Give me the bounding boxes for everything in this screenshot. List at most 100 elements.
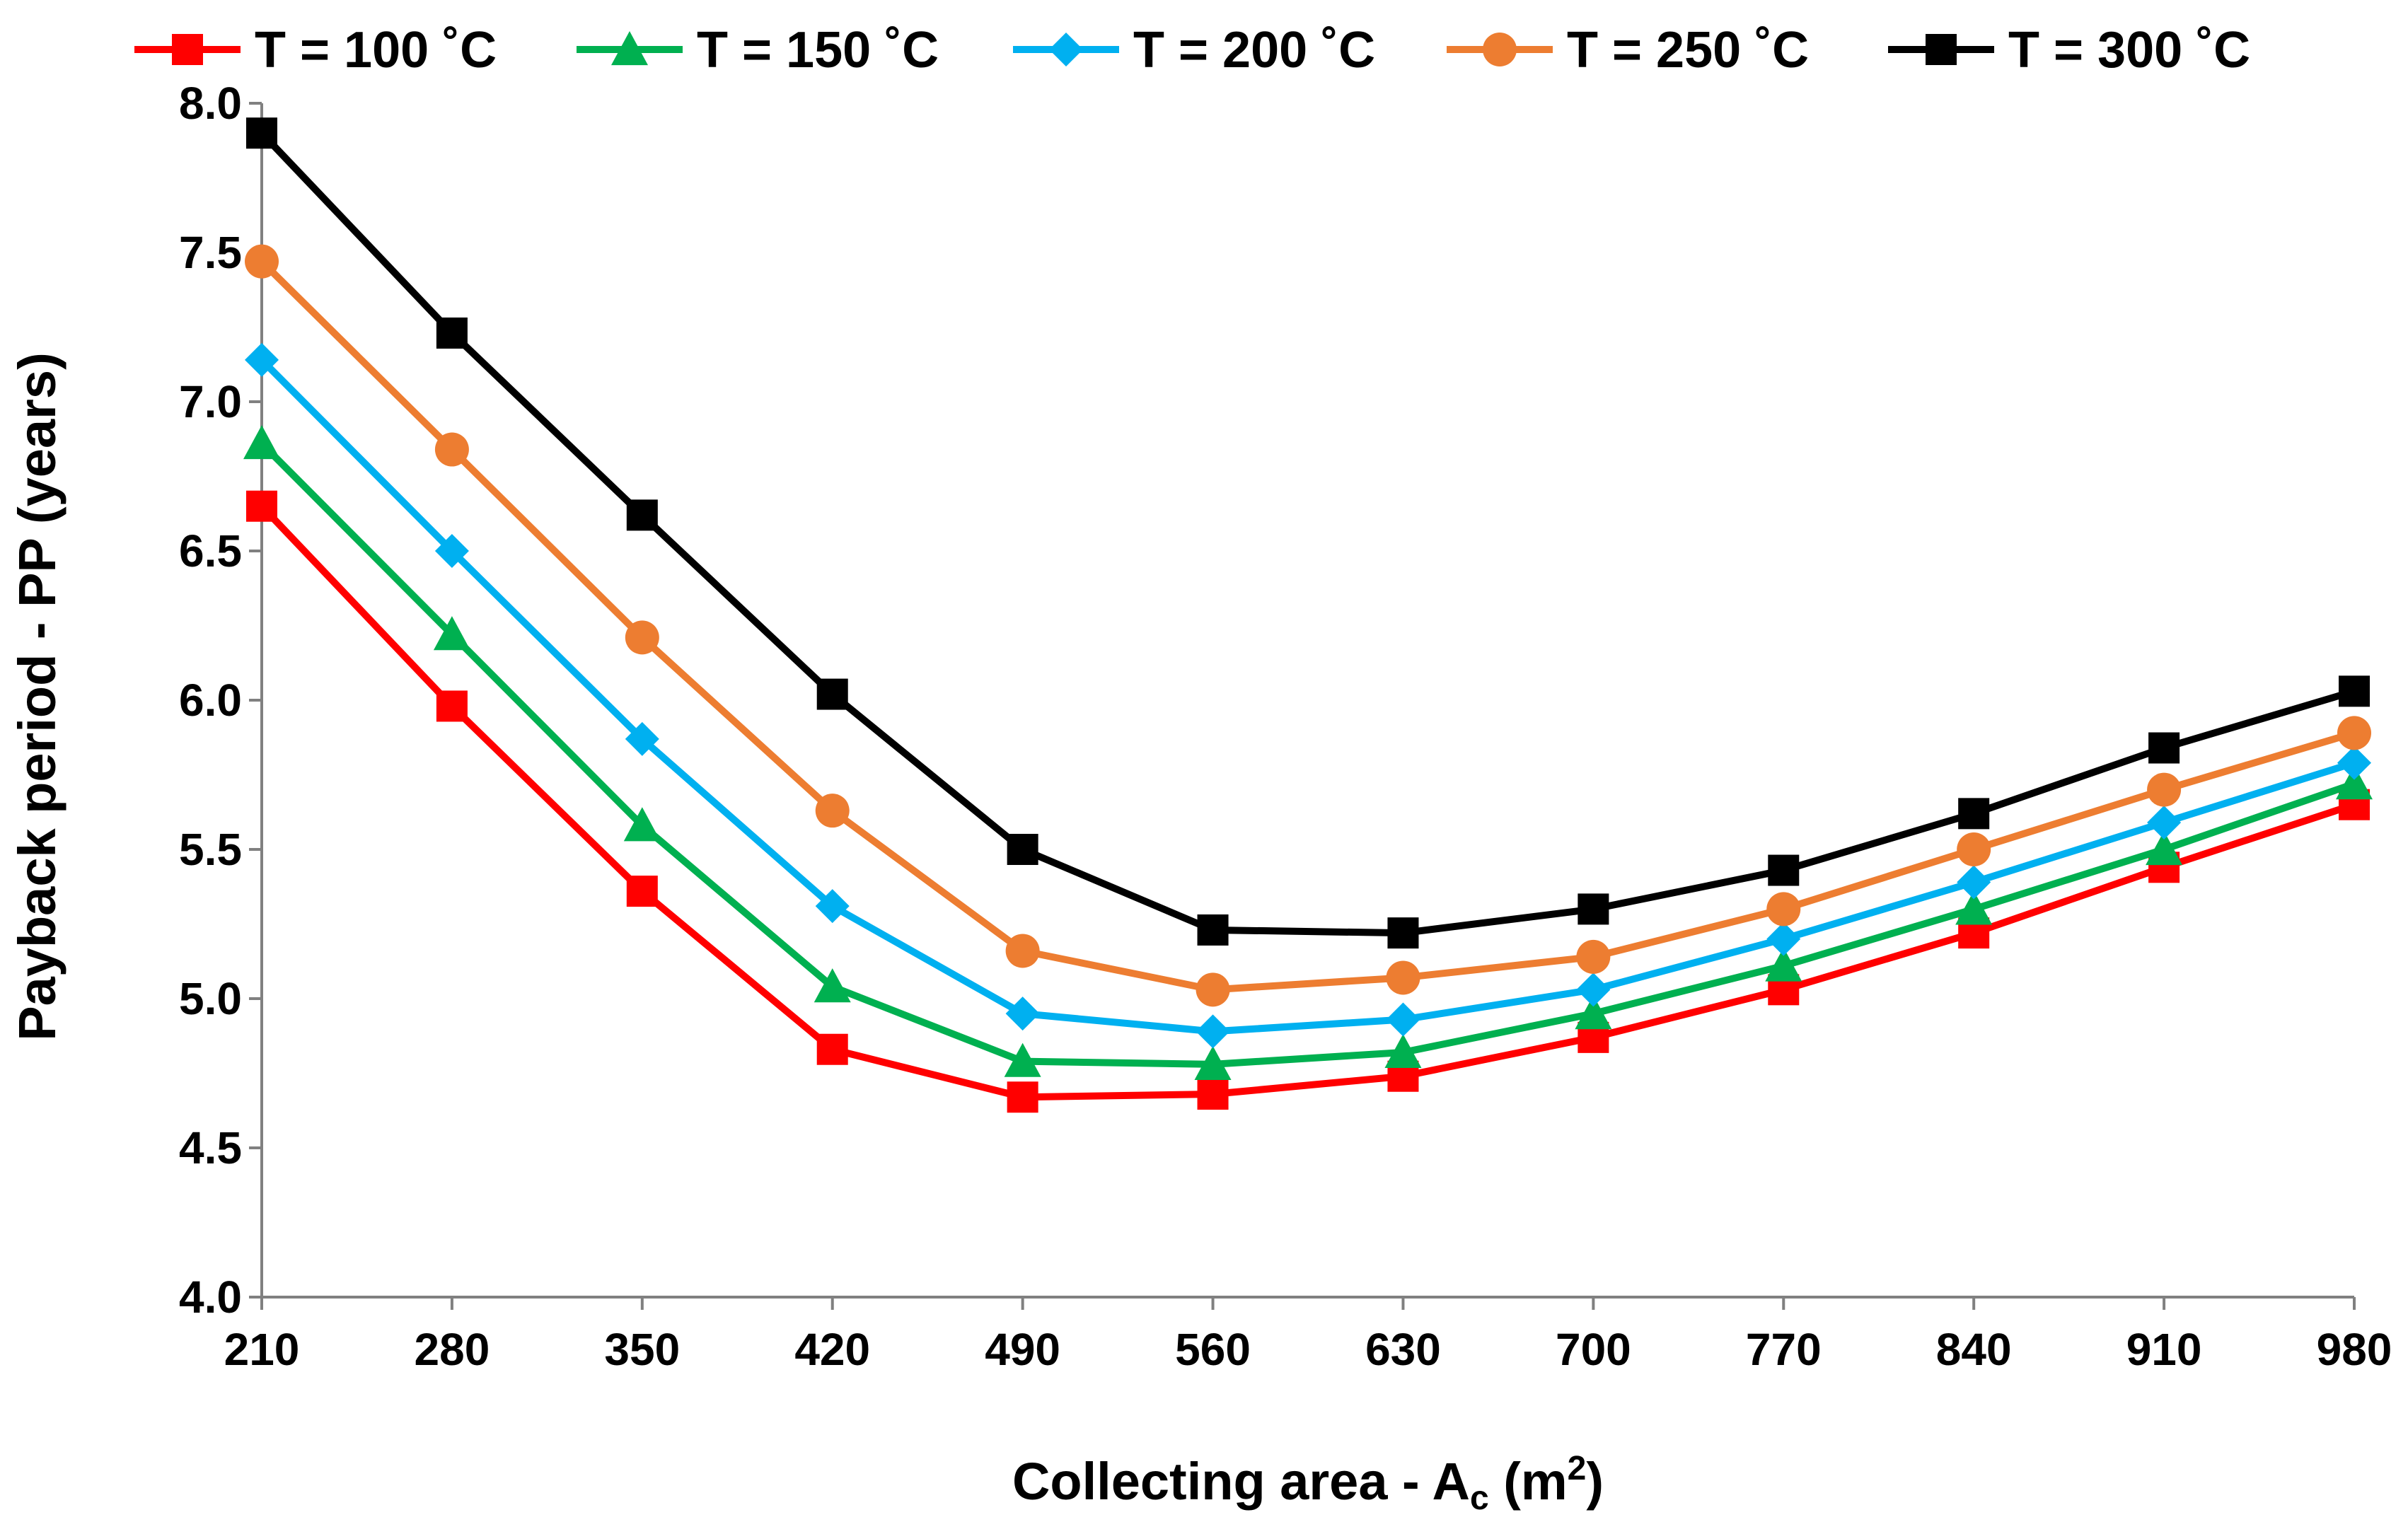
data-point [2146, 831, 2183, 866]
y-tick-label: 4.5 [179, 1122, 242, 1173]
data-point [816, 678, 848, 710]
x-axis-title: Collecting area - Ac (m2) [1012, 1450, 1604, 1517]
y-axis-ticks: 4.0 4.5 5.0 5.5 6.0 6.5 7.0 7.5 8.0 [179, 78, 262, 1323]
data-point [1575, 995, 1612, 1030]
y-tick-label: 5.0 [179, 973, 242, 1024]
series-3 [245, 342, 2371, 1049]
x-tick-label: 980 [2317, 1324, 2392, 1375]
data-point [814, 968, 851, 1003]
data-point [623, 807, 661, 842]
series-5 [246, 117, 2370, 949]
series-line [259, 130, 2356, 937]
legend-marker [611, 31, 648, 66]
data-point [1384, 1033, 1422, 1069]
data-point [1194, 1045, 1232, 1080]
data-point [815, 794, 850, 828]
x-tick-label: 770 [1746, 1324, 1822, 1375]
data-point [434, 534, 469, 568]
data-point [816, 1033, 848, 1065]
x-axis-title-unit-open: (m [1489, 1452, 1568, 1511]
legend-item: T = 300 ˚C [1888, 22, 2250, 79]
data-point [1007, 834, 1038, 865]
data-point [1957, 832, 1991, 866]
legend-marker [172, 34, 203, 65]
data-point [2147, 806, 2182, 840]
x-tick-label: 490 [985, 1324, 1060, 1375]
x-tick-label: 560 [1175, 1324, 1251, 1375]
data-point [1197, 1079, 1229, 1110]
x-tick-label: 700 [1556, 1324, 1631, 1375]
data-point [1007, 1081, 1038, 1113]
y-tick-label: 7.0 [179, 376, 242, 427]
data-point [1387, 917, 1419, 949]
legend-marker [1926, 34, 1957, 65]
data-point [1004, 1042, 1041, 1077]
y-tick-label: 6.5 [179, 525, 242, 576]
legend-label: T = 250 ˚C [1567, 22, 1809, 79]
x-tick-label: 420 [794, 1324, 870, 1375]
legend-label: T = 150 ˚C [697, 22, 939, 79]
legend-item: T = 150 ˚C [577, 22, 939, 79]
x-axis-title-superscript: 2 [1568, 1450, 1587, 1487]
y-tick-label: 7.5 [179, 227, 242, 278]
series-line [259, 504, 2356, 1101]
data-point [1766, 892, 1801, 926]
data-point [626, 499, 658, 531]
data-point [1957, 865, 1991, 900]
data-point [2337, 716, 2371, 750]
legend-label: T = 100 ˚C [255, 22, 497, 79]
legend-item: T = 100 ˚C [134, 22, 497, 79]
data-point [1196, 1014, 1230, 1049]
series-line [259, 357, 2356, 1035]
data-point [1576, 972, 1611, 1007]
data-point [436, 317, 468, 349]
x-tick-label: 840 [1936, 1324, 2012, 1375]
legend-item: T = 250 ˚C [1447, 22, 1809, 79]
data-point [1765, 947, 1802, 982]
data-point [1576, 939, 1611, 974]
series-2 [243, 425, 2373, 1080]
series-line [259, 441, 2356, 1068]
data-point [245, 244, 279, 279]
legend-label: T = 200 ˚C [1133, 22, 1375, 79]
data-point [1196, 972, 1230, 1007]
data-point [434, 432, 469, 467]
data-point [1197, 914, 1229, 946]
y-tick-label: 4.0 [179, 1272, 242, 1323]
data-point [1578, 893, 1609, 925]
data-point [436, 690, 468, 722]
data-point [246, 117, 277, 149]
data-point [433, 616, 470, 651]
data-point [1005, 934, 1040, 968]
data-point [625, 620, 659, 655]
y-axis-title: Payback period - PP (years) [8, 352, 66, 1040]
series-4 [245, 244, 2371, 1007]
data-point [1386, 1002, 1420, 1037]
x-axis-title-main: Collecting area - A [1012, 1452, 1470, 1511]
data-point [1005, 997, 1040, 1031]
y-tick-label: 8.0 [179, 78, 242, 129]
x-axis-ticks: 210 280 350 420 490 560 630 700 770 840 910 980 [224, 1297, 2392, 1375]
legend-item: T = 200 ˚C [1013, 22, 1375, 79]
y-tick-label: 5.5 [179, 824, 242, 875]
legend-marker [1049, 33, 1083, 66]
data-point [1386, 960, 1420, 995]
legend: T = 100 ˚C T = 150 ˚C T = 200 ˚C T = 250 ˚C… [134, 22, 2250, 79]
x-tick-label: 630 [1365, 1324, 1441, 1375]
data-point [2339, 675, 2370, 707]
data-point [625, 721, 659, 756]
data-point [246, 490, 277, 522]
legend-marker [1483, 33, 1517, 66]
x-tick-label: 910 [2126, 1324, 2202, 1375]
data-point [2337, 745, 2371, 780]
series-line [259, 259, 2356, 994]
data-point [245, 342, 279, 377]
data-point [1766, 922, 1801, 956]
data-point [1958, 798, 1990, 830]
data-point [2147, 772, 2182, 807]
data-point [243, 425, 280, 460]
x-axis-title-unit-close: ) [1586, 1452, 1604, 1511]
x-tick-label: 210 [224, 1324, 300, 1375]
x-axis-title-subscript: c [1470, 1480, 1489, 1517]
x-tick-label: 280 [415, 1324, 490, 1375]
